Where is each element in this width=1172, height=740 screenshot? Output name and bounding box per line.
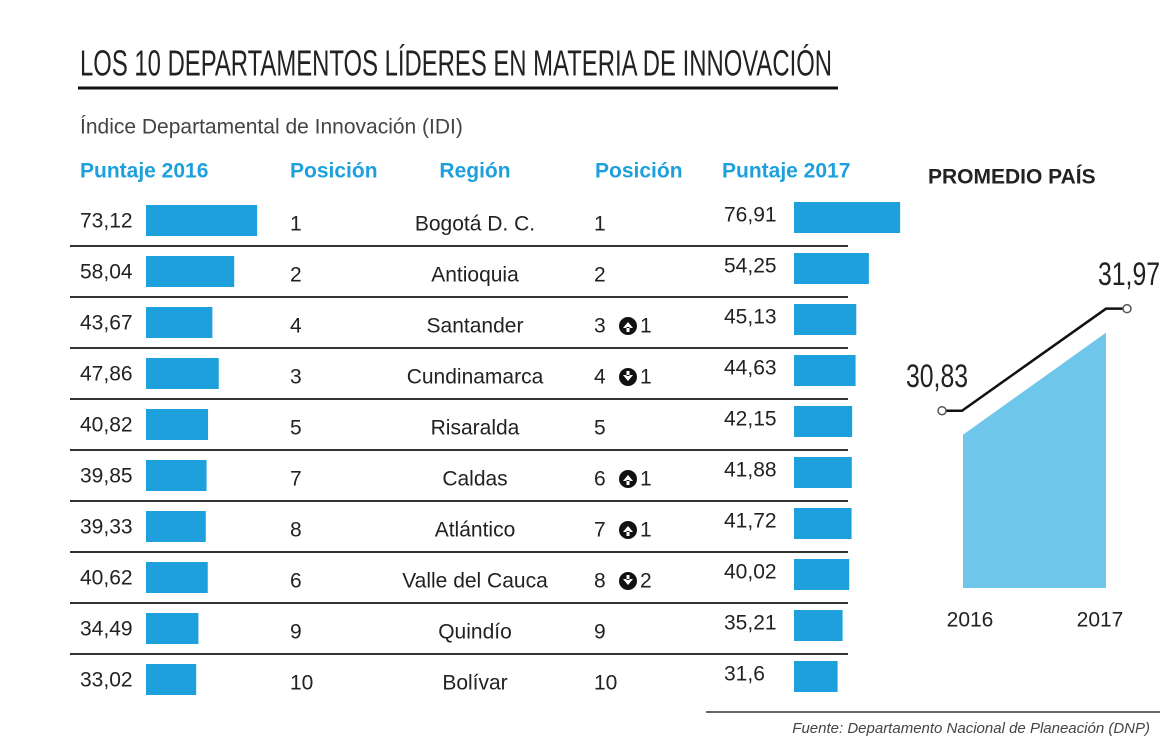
bar-2016 [146, 256, 235, 287]
average-line [942, 307, 1127, 412]
bar-2017 [794, 355, 856, 386]
score-2017: 54,25 [724, 255, 777, 278]
position-2016: 9 [290, 621, 302, 644]
average-area [963, 332, 1106, 588]
position-2017: 9 [594, 621, 606, 644]
position-2016: 3 [290, 366, 302, 389]
year-label: 2016 [947, 609, 994, 632]
bar-2016 [146, 460, 207, 491]
average-value: 30,83 [906, 358, 968, 394]
bar-2016 [146, 358, 219, 389]
region: Antioquia [431, 264, 519, 287]
position-2016: 7 [290, 468, 302, 491]
average-point [1122, 303, 1132, 314]
score-2017: 44,63 [724, 357, 777, 380]
position-2016: 4 [290, 315, 302, 338]
score-2016: 47,86 [80, 363, 133, 386]
change-value: 1 [640, 519, 652, 542]
region: Quindío [438, 621, 512, 644]
region: Santander [427, 315, 524, 338]
score-2017: 31,6 [724, 663, 765, 686]
column-header: Región [439, 160, 510, 183]
change-arrow [623, 371, 633, 381]
bar-2016 [146, 562, 208, 593]
average-title: PROMEDIO PAÍS [928, 166, 1096, 189]
bar-2016 [146, 205, 258, 236]
average-point [937, 405, 947, 416]
position-2017: 8 [594, 570, 606, 593]
bar-2017 [794, 610, 843, 641]
year-label: 2017 [1077, 609, 1124, 632]
region: Cundinamarca [407, 366, 544, 389]
source: Fuente: Departamento Nacional de Planeac… [792, 720, 1150, 737]
position-2017: 1 [594, 213, 606, 236]
change-arrow [623, 526, 633, 536]
bar-2017 [794, 661, 838, 692]
title: LOS 10 DEPARTAMENTOS LÍDERES EN MATERIA … [80, 43, 832, 84]
position-2017: 3 [594, 315, 606, 338]
position-2016: 1 [290, 213, 302, 236]
change-value: 1 [640, 468, 652, 491]
score-2017: 40,02 [724, 561, 777, 584]
average-value: 31,97 [1098, 256, 1160, 292]
score-2016: 73,12 [80, 210, 133, 233]
subtitle: Índice Departamental de Innovación (IDI) [80, 116, 463, 139]
score-2016: 40,82 [80, 414, 133, 437]
position-2017: 7 [594, 519, 606, 542]
region: Valle del Cauca [402, 570, 548, 593]
bar-2016 [146, 664, 197, 695]
region: Bolívar [442, 672, 507, 695]
score-2016: 58,04 [80, 261, 133, 284]
position-2016: 2 [290, 264, 302, 287]
change-arrow [623, 475, 633, 485]
bar-2016 [146, 511, 206, 542]
region: Bogotá D. C. [415, 213, 535, 236]
column-header: Puntaje 2017 [722, 160, 850, 183]
region: Caldas [442, 468, 507, 491]
position-2017: 6 [594, 468, 606, 491]
bar-2017 [794, 559, 850, 590]
bar-2016 [146, 613, 199, 644]
score-2017: 42,15 [724, 408, 777, 431]
column-header: Posición [290, 160, 378, 183]
change-value: 1 [640, 315, 652, 338]
column-header: Puntaje 2016 [80, 160, 208, 183]
score-2016: 39,85 [80, 465, 133, 488]
position-2016: 6 [290, 570, 302, 593]
position-2017: 2 [594, 264, 606, 287]
bar-2017 [794, 304, 857, 335]
bar-2017 [794, 253, 869, 284]
score-2017: 76,91 [724, 204, 777, 227]
score-2016: 40,62 [80, 567, 133, 590]
position-2017: 4 [594, 366, 606, 389]
score-2017: 45,13 [724, 306, 777, 329]
region: Risaralda [431, 417, 520, 440]
position-2016: 5 [290, 417, 302, 440]
bar-2017 [794, 202, 901, 233]
change-arrow [623, 575, 633, 585]
score-2017: 41,88 [724, 459, 777, 482]
position-2017: 10 [594, 672, 617, 695]
score-2017: 35,21 [724, 612, 777, 635]
bar-2016 [146, 409, 209, 440]
score-2017: 41,72 [724, 510, 777, 533]
bar-2016 [146, 307, 213, 338]
score-2016: 33,02 [80, 669, 133, 692]
score-2016: 34,49 [80, 618, 133, 641]
bar-2017 [794, 508, 852, 539]
column-header: Posición [595, 160, 683, 183]
bar-2017 [794, 457, 852, 488]
score-2016: 43,67 [80, 312, 133, 335]
score-2016: 39,33 [80, 516, 133, 539]
position-2016: 10 [290, 672, 313, 695]
position-2016: 8 [290, 519, 302, 542]
change-value: 2 [640, 570, 652, 593]
change-arrow [623, 322, 633, 332]
region: Atlántico [435, 519, 516, 542]
bar-2017 [794, 406, 853, 437]
change-value: 1 [640, 366, 652, 389]
position-2017: 5 [594, 417, 606, 440]
